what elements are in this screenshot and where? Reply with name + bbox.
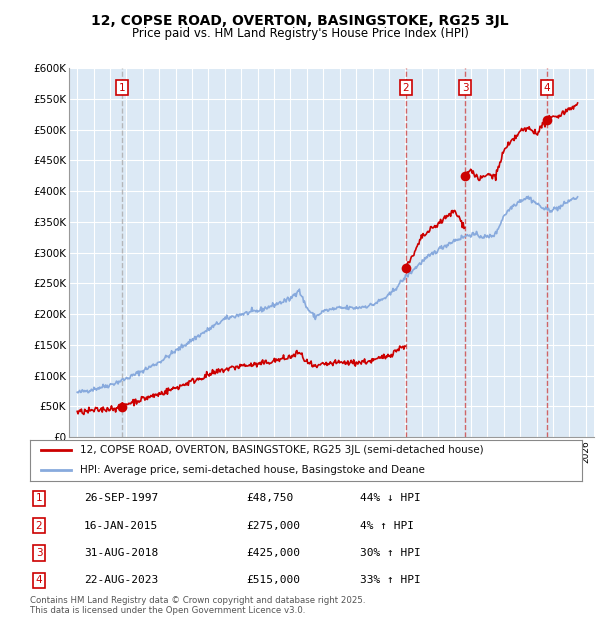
Text: 4% ↑ HPI: 4% ↑ HPI: [360, 521, 414, 531]
Text: £515,000: £515,000: [246, 575, 300, 585]
Text: 31-AUG-2018: 31-AUG-2018: [84, 548, 158, 558]
Text: 2: 2: [35, 521, 43, 531]
Text: 3: 3: [462, 83, 469, 93]
Text: 12, COPSE ROAD, OVERTON, BASINGSTOKE, RG25 3JL: 12, COPSE ROAD, OVERTON, BASINGSTOKE, RG…: [91, 14, 509, 28]
Text: 3: 3: [35, 548, 43, 558]
Text: 4: 4: [35, 575, 43, 585]
Text: 16-JAN-2015: 16-JAN-2015: [84, 521, 158, 531]
Text: Price paid vs. HM Land Registry's House Price Index (HPI): Price paid vs. HM Land Registry's House …: [131, 27, 469, 40]
Text: 1: 1: [35, 494, 43, 503]
Text: HPI: Average price, semi-detached house, Basingstoke and Deane: HPI: Average price, semi-detached house,…: [80, 464, 425, 475]
Text: 12, COPSE ROAD, OVERTON, BASINGSTOKE, RG25 3JL (semi-detached house): 12, COPSE ROAD, OVERTON, BASINGSTOKE, RG…: [80, 445, 484, 455]
Text: 44% ↓ HPI: 44% ↓ HPI: [360, 494, 421, 503]
Text: £48,750: £48,750: [246, 494, 293, 503]
Text: £275,000: £275,000: [246, 521, 300, 531]
Text: 2: 2: [403, 83, 409, 93]
Text: 4: 4: [544, 83, 551, 93]
Text: 22-AUG-2023: 22-AUG-2023: [84, 575, 158, 585]
Text: Contains HM Land Registry data © Crown copyright and database right 2025.
This d: Contains HM Land Registry data © Crown c…: [30, 596, 365, 615]
Text: £425,000: £425,000: [246, 548, 300, 558]
Text: 1: 1: [119, 83, 125, 93]
Text: 30% ↑ HPI: 30% ↑ HPI: [360, 548, 421, 558]
Text: 26-SEP-1997: 26-SEP-1997: [84, 494, 158, 503]
Text: 33% ↑ HPI: 33% ↑ HPI: [360, 575, 421, 585]
